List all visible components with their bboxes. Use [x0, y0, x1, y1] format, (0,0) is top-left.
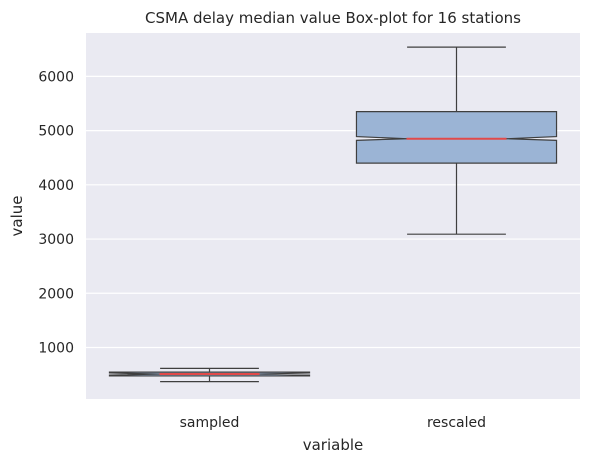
plot-background [86, 33, 580, 399]
y-tick-label: 4000 [38, 178, 74, 194]
x-tick-label: sampled [180, 415, 240, 431]
y-tick-label: 5000 [38, 124, 74, 140]
y-tick-labels: 1000 2000 3000 4000 5000 6000 [38, 69, 74, 356]
y-tick-label: 2000 [38, 286, 74, 302]
y-axis-label: value [8, 196, 26, 237]
grid-lines [86, 75, 580, 349]
box-rescaled [355, 111, 558, 164]
box-group [108, 46, 558, 383]
y-tick-label: 1000 [38, 340, 74, 356]
x-axis-label: variable [303, 436, 364, 454]
y-tick-label: 3000 [38, 232, 74, 248]
x-tick-label: rescaled [427, 415, 486, 431]
chart-title: CSMA delay median value Box-plot for 16 … [145, 9, 521, 27]
x-tick-labels: sampled rescaled [180, 415, 486, 431]
y-tick-label: 6000 [38, 69, 74, 85]
